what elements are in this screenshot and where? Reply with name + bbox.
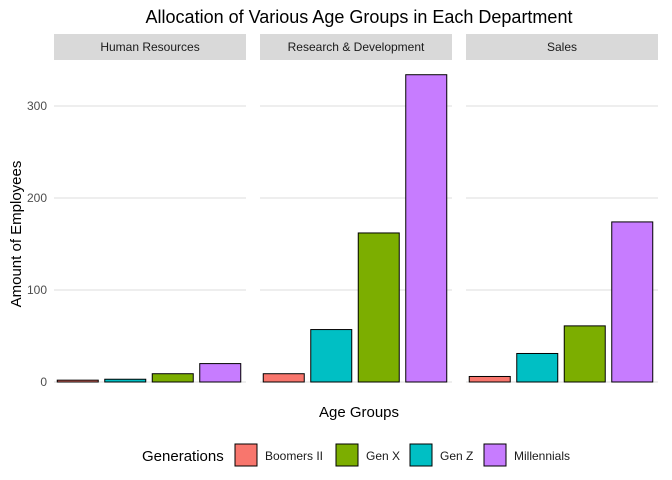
legend-item-boomers-ii: Boomers II bbox=[234, 443, 323, 467]
bar-sales-gen-z bbox=[516, 352, 559, 383]
bar-research-and-development-millennials bbox=[405, 74, 448, 383]
bar-human-resources-gen-z bbox=[104, 378, 147, 383]
chart-title: Allocation of Various Age Groups in Each… bbox=[146, 7, 573, 27]
facet-panel-human-resources: Human Resources bbox=[54, 34, 246, 383]
legend: Generations Boomers II Gen X Gen Z Millenni… bbox=[142, 443, 570, 467]
y-axis-title: Amount of Employees bbox=[8, 161, 25, 308]
legend-key bbox=[483, 443, 507, 467]
facet-strip bbox=[54, 34, 246, 60]
facet-panels: Human Resources Research & Development Sal… bbox=[54, 34, 658, 383]
facet-strip bbox=[260, 34, 452, 60]
bar-research-and-development-gen-x bbox=[357, 232, 400, 383]
bar-sales-gen-x bbox=[563, 325, 606, 383]
facet-strip-label: Sales bbox=[547, 40, 577, 54]
facet-strip bbox=[466, 34, 658, 60]
y-tick-label: 0 bbox=[40, 375, 47, 389]
legend-key bbox=[234, 443, 258, 467]
legend-item-gen-z: Gen Z bbox=[409, 443, 473, 467]
bar-human-resources-gen-x bbox=[151, 373, 194, 383]
bar-research-and-development-boomers-ii bbox=[262, 373, 305, 383]
y-tick-label: 100 bbox=[27, 283, 47, 297]
bar-sales-millennials bbox=[611, 221, 654, 383]
legend-key bbox=[335, 443, 359, 467]
facet-strip-label: Research & Development bbox=[288, 40, 425, 54]
legend-title: Generations bbox=[142, 448, 224, 465]
facet-panel-sales: Sales bbox=[466, 34, 658, 383]
y-tick-label: 200 bbox=[27, 191, 47, 205]
legend-item-millennials: Millennials bbox=[483, 443, 570, 467]
bar-research-and-development-gen-z bbox=[310, 329, 353, 383]
legend-label: Boomers II bbox=[265, 449, 323, 463]
x-axis-title: Age Groups bbox=[319, 404, 399, 421]
legend-label: Gen X bbox=[366, 449, 400, 463]
bar-sales-boomers-ii bbox=[468, 375, 511, 383]
bar-human-resources-boomers-ii bbox=[56, 379, 99, 383]
legend-label: Millennials bbox=[514, 449, 570, 463]
legend-key bbox=[409, 443, 433, 467]
legend-item-gen-x: Gen X bbox=[335, 443, 400, 467]
y-tick-label: 300 bbox=[27, 99, 47, 113]
legend-label: Gen Z bbox=[440, 449, 473, 463]
y-axis: 0 100 200 300 bbox=[27, 99, 47, 389]
facet-panel-research-and-development: Research & Development bbox=[260, 34, 452, 383]
facet-strip-label: Human Resources bbox=[100, 40, 199, 54]
bar-human-resources-millennials bbox=[199, 363, 242, 383]
